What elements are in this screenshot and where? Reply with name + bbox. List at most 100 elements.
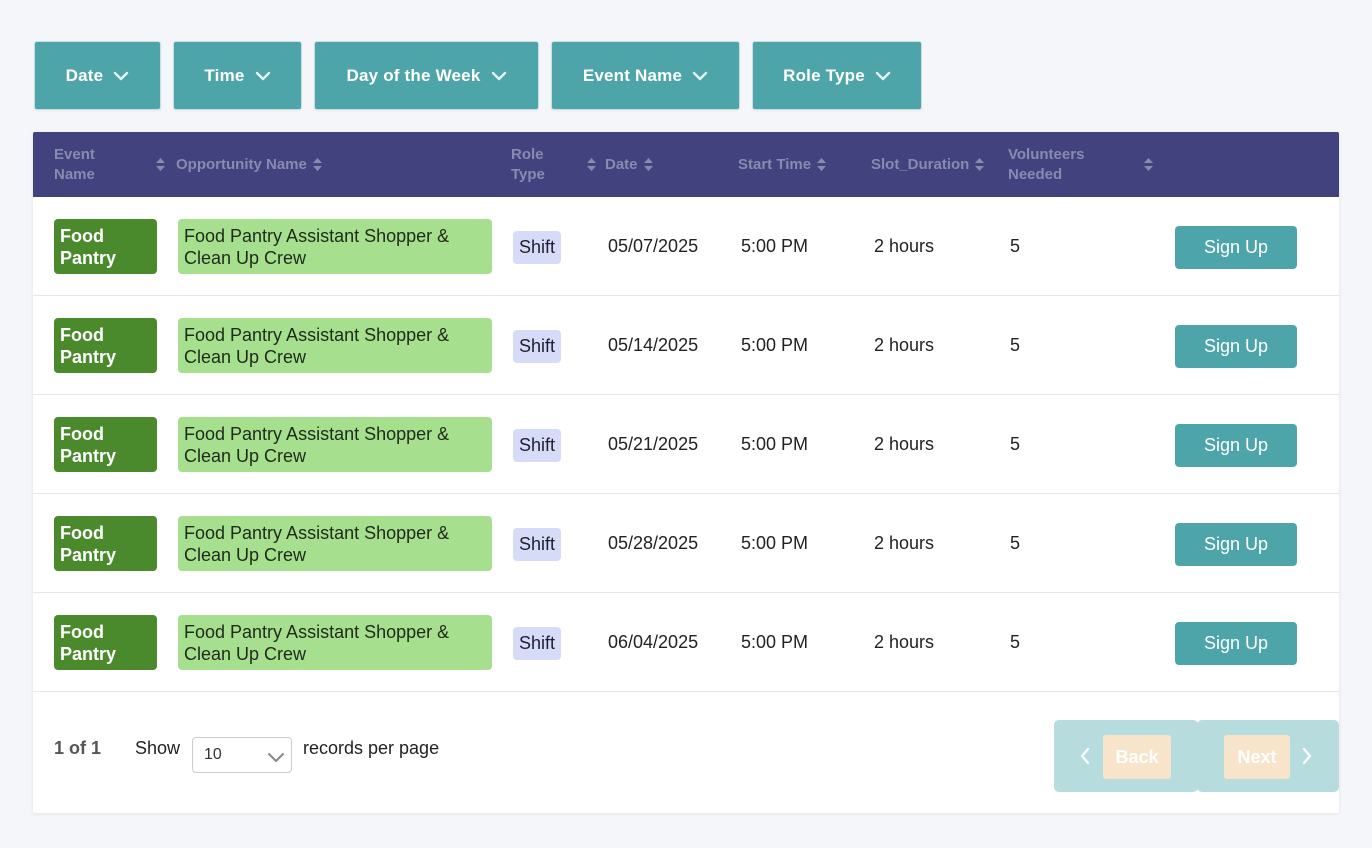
filter-event-name-label: Event Name bbox=[582, 65, 683, 85]
chevron-down-icon bbox=[113, 71, 129, 81]
filter-date-button[interactable]: Date bbox=[34, 41, 161, 110]
column-header-volunteers-needed-line2: Needed bbox=[1008, 165, 1063, 183]
slot-duration-cell: 2 hours bbox=[874, 335, 935, 355]
filter-day-of-week-label: Day of the Week bbox=[346, 65, 481, 85]
column-header-event-name-label: Event Name bbox=[54, 145, 95, 185]
start-time-cell: 5:00 PM bbox=[741, 335, 809, 355]
column-header-volunteers-needed-line1: Volunteers bbox=[1008, 145, 1085, 163]
column-header-volunteers-needed[interactable]: Volunteers Needed bbox=[1008, 132, 1158, 197]
column-header-start-time[interactable]: Start Time bbox=[738, 132, 863, 197]
start-time-cell: 5:00 PM bbox=[741, 533, 809, 553]
column-header-event-name[interactable]: Event Name bbox=[54, 132, 165, 197]
column-header-role-type-line1: Role bbox=[511, 145, 544, 163]
event-name-badge: Food Pantry bbox=[54, 615, 157, 670]
date-cell: 06/04/2025 bbox=[608, 632, 699, 652]
column-header-date[interactable]: Date bbox=[605, 132, 725, 197]
column-header-opportunity-name[interactable]: Opportunity Name bbox=[176, 132, 496, 197]
opportunity-name-badge: Food Pantry Assistant Shopper & Clean Up… bbox=[178, 417, 492, 472]
event-name-line2: Pantry bbox=[60, 446, 117, 466]
date-cell: 05/07/2025 bbox=[608, 236, 699, 256]
start-time-cell: 5:00 PM bbox=[741, 632, 809, 652]
chevron-down-icon bbox=[491, 71, 507, 81]
event-name-line1: Food bbox=[60, 523, 104, 543]
sign-up-button[interactable]: Sign Up bbox=[1175, 622, 1297, 665]
opportunities-table-card: Event Name Opportunity Name Role Type Da… bbox=[33, 132, 1339, 813]
records-per-page-select[interactable]: 10 bbox=[192, 737, 292, 773]
table-row: Food Pantry Food Pantry Assistant Shopper… bbox=[33, 494, 1339, 593]
role-type-badge: Shift bbox=[513, 231, 561, 264]
role-type-badge: Shift bbox=[513, 627, 561, 660]
event-name-line2: Pantry bbox=[60, 248, 117, 268]
volunteers-needed-cell: 5 bbox=[1010, 236, 1021, 256]
start-time-cell: 5:00 PM bbox=[741, 434, 809, 454]
chevron-down-icon bbox=[267, 750, 285, 762]
sign-up-button[interactable]: Sign Up bbox=[1175, 424, 1297, 467]
column-header-slot-duration[interactable]: Slot_Duration bbox=[871, 132, 1001, 197]
table-row: Food Pantry Food Pantry Assistant Shopper… bbox=[33, 197, 1339, 296]
filter-time-button[interactable]: Time bbox=[173, 41, 302, 110]
chevron-down-icon bbox=[875, 71, 891, 81]
event-name-line1: Food bbox=[60, 325, 104, 345]
table-header: Event Name Opportunity Name Role Type Da… bbox=[33, 132, 1339, 197]
date-cell: 05/14/2025 bbox=[608, 335, 699, 355]
filter-role-type-button[interactable]: Role Type bbox=[752, 41, 922, 110]
opportunity-name-badge: Food Pantry Assistant Shopper & Clean Up… bbox=[178, 219, 492, 274]
column-header-start-time-label: Start Time bbox=[738, 155, 812, 173]
column-header-date-label: Date bbox=[605, 155, 638, 173]
chevron-right-icon bbox=[1302, 747, 1312, 765]
sort-icon bbox=[587, 158, 596, 171]
volunteers-needed-cell: 5 bbox=[1010, 632, 1021, 652]
filter-day-of-week-button[interactable]: Day of the Week bbox=[314, 41, 539, 110]
sort-icon bbox=[312, 158, 322, 171]
column-header-role-type-line2: Type bbox=[511, 165, 545, 183]
records-per-page-value: 10 bbox=[204, 746, 222, 763]
sign-up-button[interactable]: Sign Up bbox=[1175, 523, 1297, 566]
event-name-line1: Food bbox=[60, 424, 104, 444]
event-name-badge: Food Pantry bbox=[54, 318, 157, 373]
event-name-line2: Pantry bbox=[60, 545, 117, 565]
pagination-footer: 1 of 1 Show 10 records per page Back Nex… bbox=[33, 693, 1339, 813]
column-header-opportunity-name-label: Opportunity Name bbox=[176, 155, 307, 173]
filter-event-name-button[interactable]: Event Name bbox=[551, 41, 740, 110]
back-button[interactable]: Back bbox=[1054, 720, 1198, 792]
event-name-line1: Food bbox=[60, 622, 104, 642]
chevron-down-icon bbox=[255, 71, 271, 81]
back-label: Back bbox=[1103, 735, 1171, 779]
event-name-badge: Food Pantry bbox=[54, 516, 157, 571]
role-type-badge: Shift bbox=[513, 330, 561, 363]
column-header-slot-duration-label: Slot_Duration bbox=[871, 155, 970, 173]
table-row: Food Pantry Food Pantry Assistant Shopper… bbox=[33, 395, 1339, 494]
event-name-line2: Pantry bbox=[60, 644, 117, 664]
page-info: 1 of 1 bbox=[54, 738, 102, 758]
date-cell: 05/21/2025 bbox=[608, 434, 699, 454]
records-per-page-label: records per page bbox=[303, 738, 440, 758]
volunteers-needed-cell: 5 bbox=[1010, 434, 1021, 454]
sort-icon bbox=[975, 158, 985, 171]
event-name-badge: Food Pantry bbox=[54, 219, 157, 274]
slot-duration-cell: 2 hours bbox=[874, 434, 935, 454]
column-header-role-type-label: Role Type bbox=[511, 145, 545, 185]
role-type-badge: Shift bbox=[513, 528, 561, 561]
filter-role-type-label: Role Type bbox=[783, 65, 865, 85]
sort-icon bbox=[156, 158, 165, 171]
next-label: Next bbox=[1224, 735, 1290, 779]
chevron-left-icon bbox=[1080, 747, 1090, 765]
slot-duration-cell: 2 hours bbox=[874, 632, 935, 652]
column-header-role-type[interactable]: Role Type bbox=[511, 132, 596, 197]
filter-time-label: Time bbox=[204, 65, 245, 85]
show-label: Show bbox=[135, 738, 181, 758]
column-header-volunteers-needed-label: Volunteers Needed bbox=[1008, 145, 1084, 185]
opportunity-name-badge: Food Pantry Assistant Shopper & Clean Up… bbox=[178, 516, 492, 571]
slot-duration-cell: 2 hours bbox=[874, 236, 935, 256]
chevron-down-icon bbox=[692, 71, 708, 81]
table-row: Food Pantry Food Pantry Assistant Shopper… bbox=[33, 296, 1339, 395]
sign-up-button[interactable]: Sign Up bbox=[1175, 226, 1297, 269]
table-row: Food Pantry Food Pantry Assistant Shopper… bbox=[33, 593, 1339, 692]
sign-up-button[interactable]: Sign Up bbox=[1175, 325, 1297, 368]
volunteers-needed-cell: 5 bbox=[1010, 533, 1021, 553]
start-time-cell: 5:00 PM bbox=[741, 236, 809, 256]
column-header-event-name-line1: Event bbox=[54, 145, 95, 163]
sort-icon bbox=[817, 158, 827, 171]
slot-duration-cell: 2 hours bbox=[874, 533, 935, 553]
next-button[interactable]: Next bbox=[1197, 720, 1339, 792]
